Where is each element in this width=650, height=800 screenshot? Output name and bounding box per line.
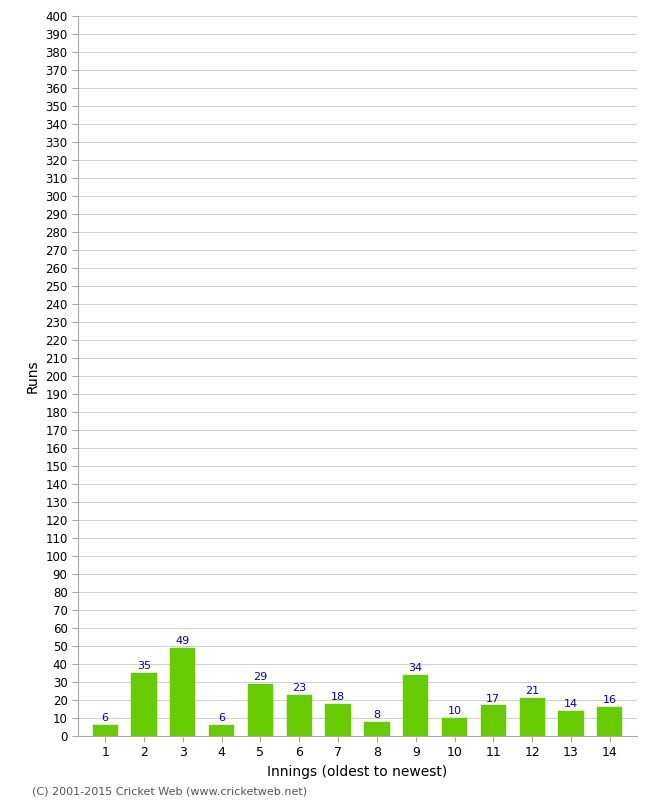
Text: 21: 21 — [525, 686, 540, 696]
Text: 23: 23 — [292, 683, 306, 693]
Text: 29: 29 — [254, 672, 268, 682]
Text: 6: 6 — [101, 714, 109, 723]
Text: 16: 16 — [603, 695, 617, 706]
Text: 49: 49 — [176, 636, 190, 646]
Bar — [597, 707, 623, 736]
Bar — [131, 673, 157, 736]
Text: (C) 2001-2015 Cricket Web (www.cricketweb.net): (C) 2001-2015 Cricket Web (www.cricketwe… — [32, 786, 307, 796]
X-axis label: Innings (oldest to newest): Innings (oldest to newest) — [267, 765, 448, 779]
Bar — [364, 722, 389, 736]
Text: 14: 14 — [564, 699, 578, 709]
Bar — [558, 711, 584, 736]
Bar — [92, 726, 118, 736]
Text: 10: 10 — [448, 706, 462, 716]
Text: 34: 34 — [409, 663, 423, 673]
Text: 6: 6 — [218, 714, 225, 723]
Bar — [519, 698, 545, 736]
Text: 18: 18 — [331, 692, 345, 702]
Bar — [481, 706, 506, 736]
Bar — [287, 694, 312, 736]
Bar — [170, 648, 196, 736]
Bar — [326, 704, 351, 736]
Bar — [403, 675, 428, 736]
Bar — [442, 718, 467, 736]
Text: 8: 8 — [373, 710, 380, 720]
Text: 17: 17 — [486, 694, 500, 704]
Bar — [248, 684, 273, 736]
Text: 35: 35 — [137, 661, 151, 671]
Y-axis label: Runs: Runs — [25, 359, 40, 393]
Bar — [209, 726, 234, 736]
